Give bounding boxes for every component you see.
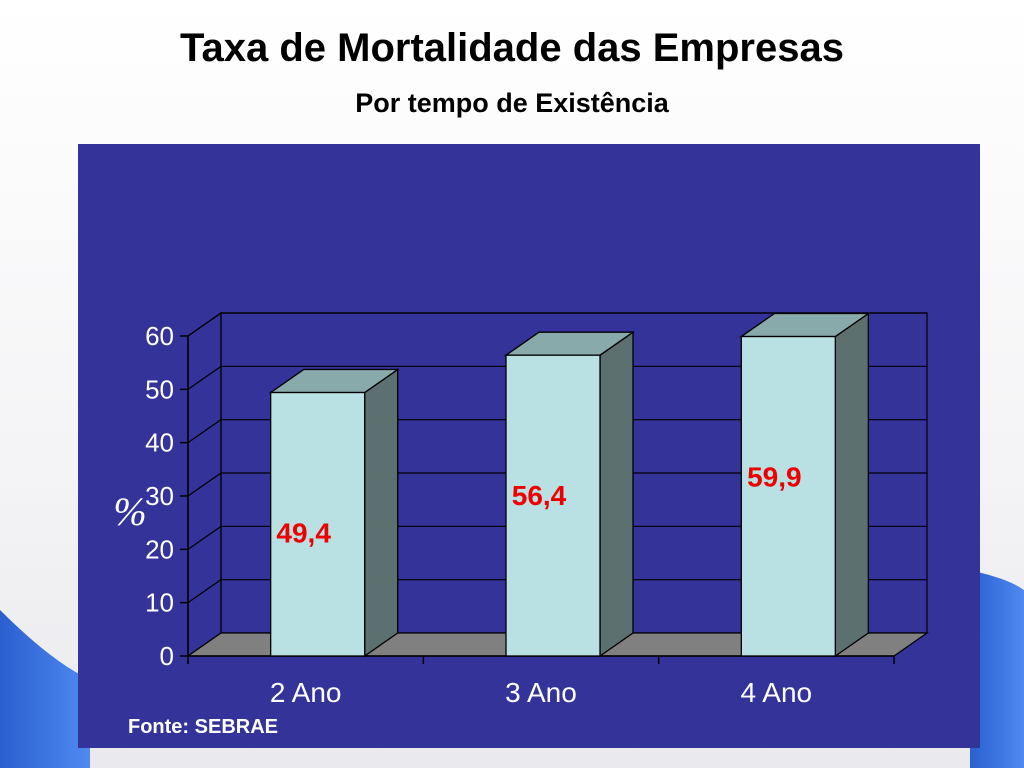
y-tick-label: 50	[145, 374, 174, 404]
gridline-side	[187, 365, 222, 390]
gridline-side	[187, 579, 222, 604]
data-label: 56,4	[512, 480, 567, 511]
bar-side	[364, 368, 399, 658]
chart-subtitle: Por tempo de Existência	[355, 88, 669, 118]
bar	[740, 335, 836, 657]
bar	[270, 391, 366, 657]
source-note: Fonte: SEBRAE	[128, 716, 278, 738]
x-tick-label: 2 Ano	[270, 677, 342, 708]
y-tick-label: 60	[145, 321, 174, 351]
wave-shape-right	[970, 570, 1024, 768]
bar	[505, 354, 601, 657]
gridline-side	[187, 525, 222, 550]
data-label: 49,4	[276, 518, 331, 549]
chart-panel: 0 10 20 30 40 50 60 49,4 2 Ano 56,4 3 Ano 59,9 4 Ano…	[78, 144, 980, 748]
y-tick-label: 40	[145, 428, 174, 458]
y-axis-label: %	[113, 489, 146, 534]
y-tick-label: 20	[145, 534, 174, 564]
gridline-side	[187, 419, 222, 444]
bar-side	[599, 330, 634, 658]
y-tick-label: 30	[145, 481, 174, 511]
y-tick-label: 0	[160, 641, 174, 671]
chart-title: Taxa de Mortalidade das Empresas	[180, 26, 844, 70]
bar-chart: 0 10 20 30 40 50 60 49,4 2 Ano 56,4 3 Ano 59,9 4 Ano…	[113, 311, 929, 708]
bar-side	[834, 312, 869, 658]
wave-shape-left	[0, 610, 90, 768]
y-tick-label: 10	[145, 588, 174, 618]
x-tick-label: 3 Ano	[505, 677, 577, 708]
x-tick-label: 4 Ano	[741, 677, 813, 708]
gridline-side	[187, 312, 222, 337]
gridline-side	[187, 472, 222, 497]
data-label: 59,9	[747, 462, 802, 493]
